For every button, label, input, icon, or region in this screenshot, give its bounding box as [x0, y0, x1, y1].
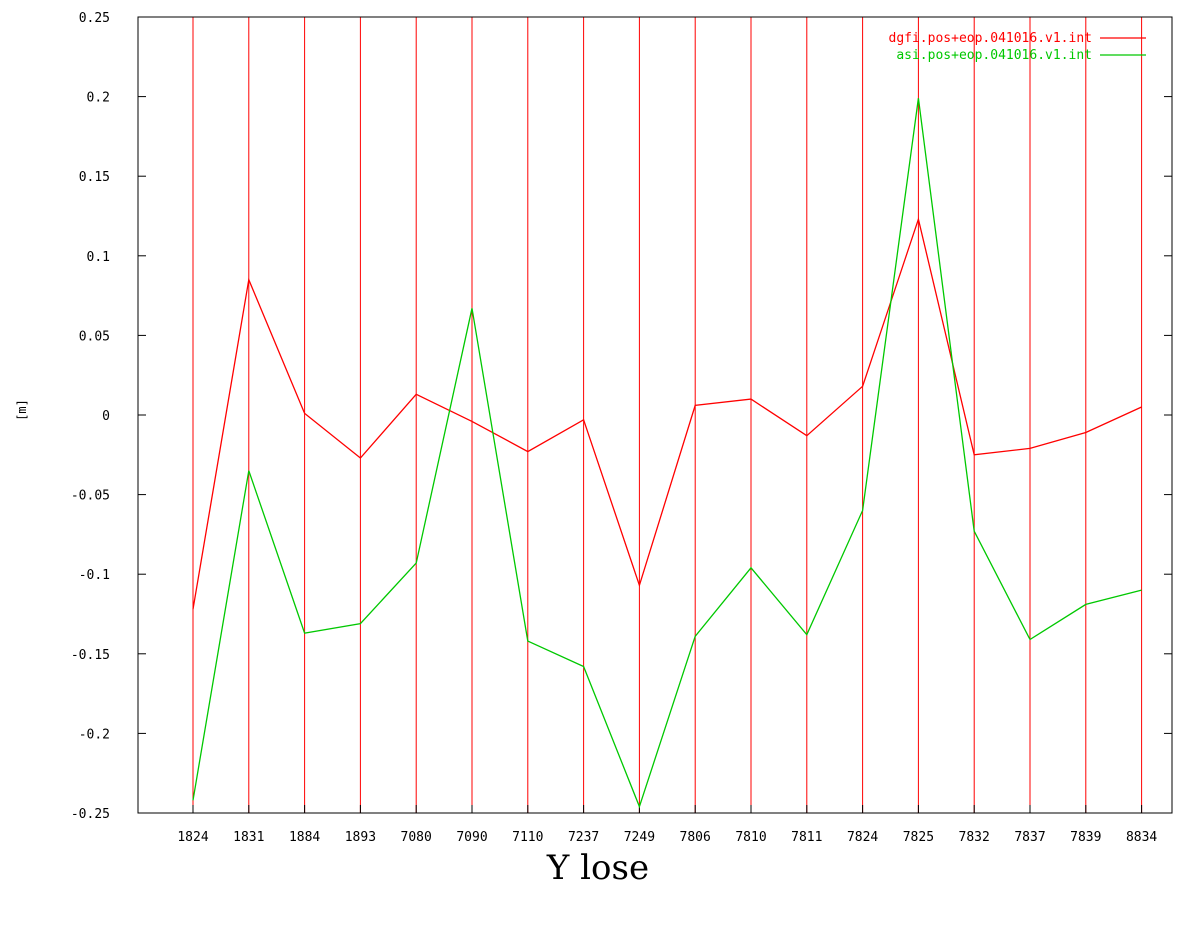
x-axis-ticks: 1824 1831 1884 1893 7080 7090 7110 7237 7249 7806…	[177, 805, 1157, 845]
x-tick-label: 1893	[345, 830, 376, 845]
y-tick-label: -0.1	[79, 568, 110, 583]
x-tick-label: 7832	[959, 830, 990, 845]
x-tick-label: 7080	[401, 830, 432, 845]
x-tick-label: 8834	[1126, 830, 1157, 845]
y-tick-label: 0.25	[79, 11, 110, 26]
x-gridlines	[192, 17, 1143, 813]
legend-label-0: dgfi.pos+eop.041016.v1.int	[889, 31, 1093, 46]
series-line-1	[192, 98, 1142, 809]
plot-frame	[137, 16, 1173, 814]
x-tick-label: 7825	[903, 830, 934, 845]
x-tick-label: 7237	[568, 830, 599, 845]
x-tick-label: 7837	[1014, 830, 1045, 845]
x-tick-label: 7110	[512, 830, 543, 845]
x-tick-label: 1824	[177, 830, 208, 845]
y-tick-label: -0.15	[71, 648, 110, 663]
x-tick-label: 7811	[791, 830, 822, 845]
y-tick-label: 0.15	[79, 170, 110, 185]
legend: dgfi.pos+eop.041016.v1.int asi.pos+eop.04…	[889, 31, 1146, 63]
x-tick-label: 7249	[624, 830, 655, 845]
y-tick-label: 0	[102, 409, 110, 424]
y-tick-label: 0.1	[87, 250, 110, 265]
y-axis-label: [m]	[15, 399, 29, 421]
series-layer	[192, 98, 1142, 809]
x-tick-label: 7810	[735, 830, 766, 845]
figure-caption: Y lose	[546, 848, 650, 888]
y-tick-label: -0.05	[71, 489, 110, 504]
x-tick-label: 1831	[233, 830, 264, 845]
x-tick-label: 7839	[1070, 830, 1101, 845]
legend-label-1: asi.pos+eop.041016.v1.int	[896, 48, 1092, 63]
y-axis-ticks: -0.25 -0.2 -0.15 -0.1 -0.05 0 0.05 0.1 0.15 0.2 0.…	[71, 11, 1172, 822]
y-tick-label: -0.25	[71, 807, 110, 822]
x-tick-label: 7090	[456, 830, 487, 845]
x-tick-label: 7806	[680, 830, 711, 845]
x-tick-label: 1884	[289, 830, 320, 845]
y-tick-label: 0.2	[87, 91, 110, 106]
y-tick-label: 0.05	[79, 329, 110, 344]
x-tick-label: 7824	[847, 830, 878, 845]
y-tick-label: -0.2	[79, 727, 110, 742]
series-line-0	[192, 216, 1142, 610]
